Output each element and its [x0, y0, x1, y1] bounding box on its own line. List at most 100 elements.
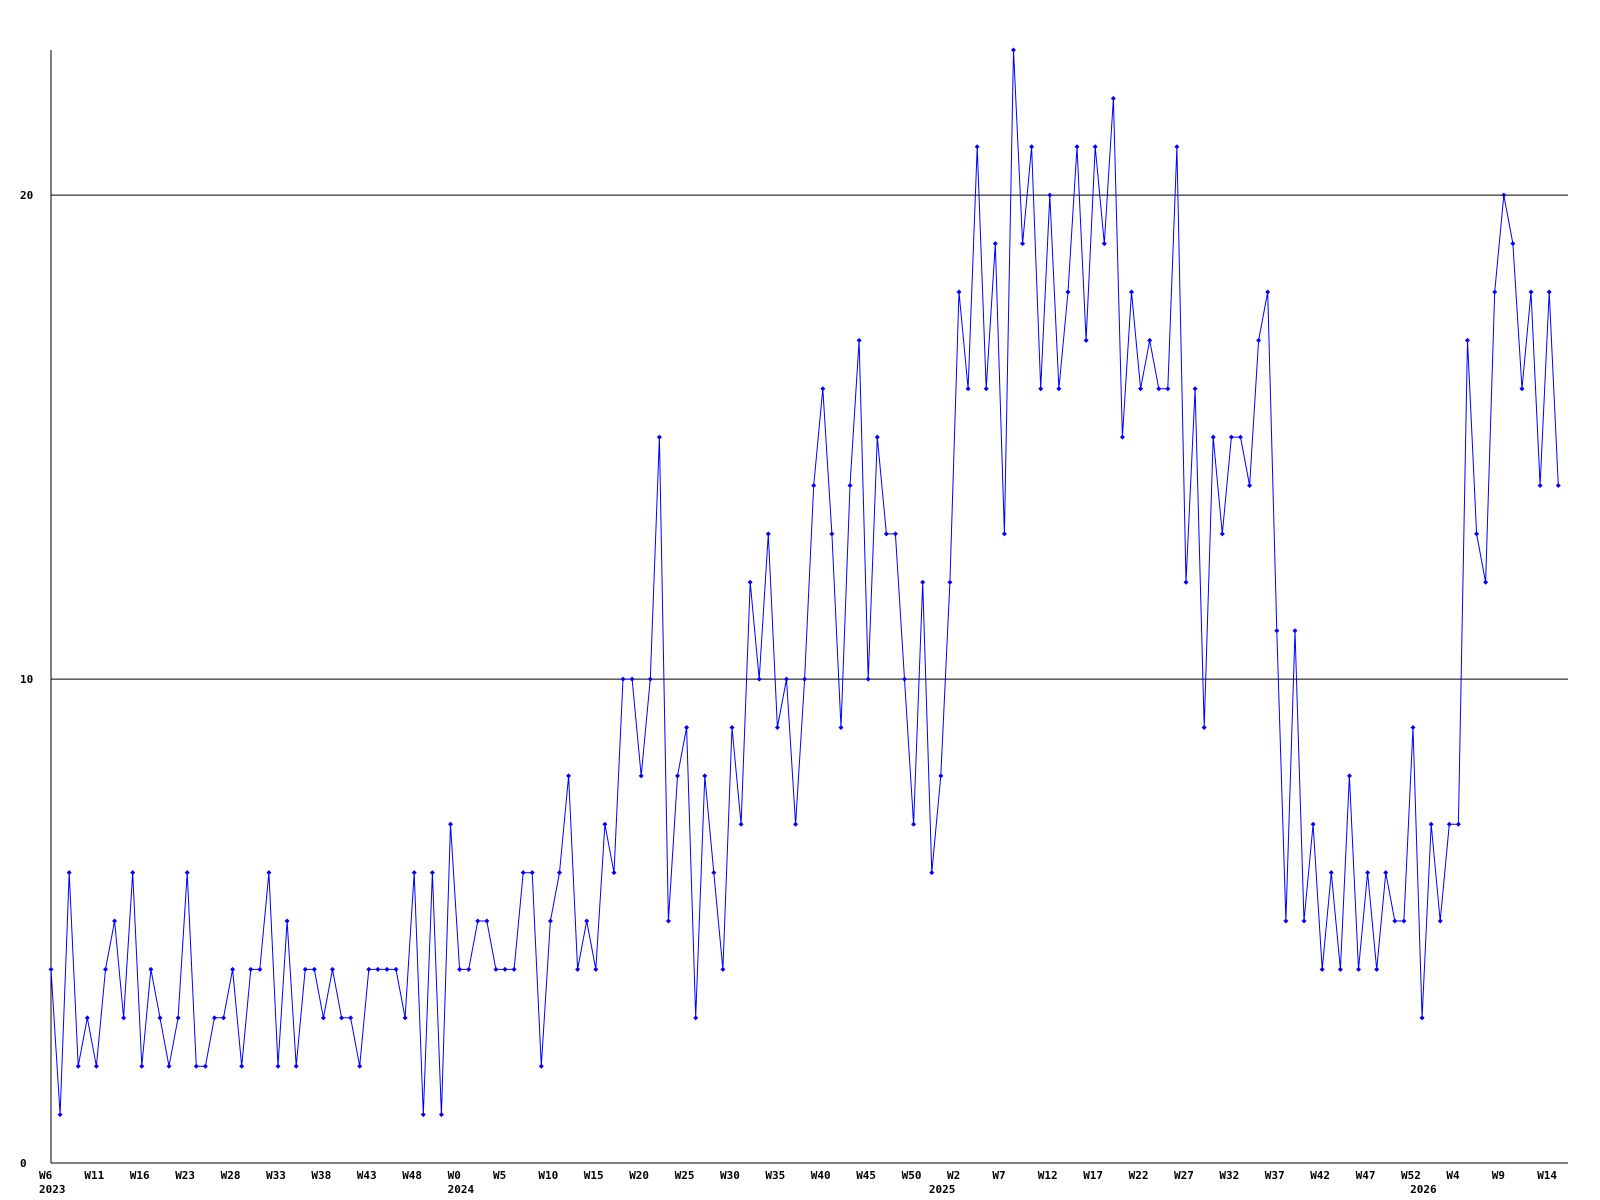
- data-point: [1192, 386, 1198, 392]
- data-point: [1555, 483, 1561, 489]
- data-point: [393, 966, 399, 972]
- x-tick-label: W16: [130, 1169, 150, 1182]
- data-point: [139, 1063, 145, 1069]
- data-point: [329, 966, 335, 972]
- data-point: [1210, 434, 1216, 440]
- data-point: [566, 773, 572, 779]
- data-point: [702, 773, 708, 779]
- data-point: [293, 1063, 299, 1069]
- data-point: [1129, 289, 1135, 295]
- data-point: [938, 773, 944, 779]
- data-point: [493, 966, 499, 972]
- data-point: [874, 434, 880, 440]
- data-point: [502, 966, 508, 972]
- data-point: [556, 870, 562, 876]
- data-point: [747, 579, 753, 585]
- data-point: [466, 966, 472, 972]
- data-point: [411, 870, 417, 876]
- data-point: [947, 579, 953, 585]
- data-point: [1537, 483, 1543, 489]
- x-tick-label: W42: [1310, 1169, 1330, 1182]
- x-tick-label: W27: [1174, 1169, 1194, 1182]
- data-point: [1501, 192, 1507, 198]
- data-point: [175, 1015, 181, 1021]
- data-point: [1083, 337, 1089, 343]
- data-point: [584, 918, 590, 924]
- data-point: [838, 724, 844, 730]
- data-point: [1138, 386, 1144, 392]
- data-point: [112, 918, 118, 924]
- data-point: [1274, 628, 1280, 634]
- data-point: [1337, 966, 1343, 972]
- data-point: [1237, 434, 1243, 440]
- x-tick-label: W40: [811, 1169, 831, 1182]
- x-tick-label: W14: [1537, 1169, 1557, 1182]
- year-label: 2026: [1410, 1183, 1437, 1196]
- x-tick-label: W10: [538, 1169, 558, 1182]
- data-point: [66, 870, 72, 876]
- data-point: [1047, 192, 1053, 198]
- data-point: [384, 966, 390, 972]
- data-point: [1283, 918, 1289, 924]
- data-point: [248, 966, 254, 972]
- data-point: [1147, 337, 1153, 343]
- data-point: [339, 1015, 345, 1021]
- data-point: [520, 870, 526, 876]
- data-point: [1010, 47, 1016, 53]
- data-point: [711, 870, 717, 876]
- data-point: [157, 1015, 163, 1021]
- data-point: [121, 1015, 127, 1021]
- data-point: [1101, 241, 1107, 247]
- data-point: [1374, 966, 1380, 972]
- x-tick-label: W32: [1219, 1169, 1239, 1182]
- x-tick-label: W12: [1038, 1169, 1058, 1182]
- data-point: [684, 724, 690, 730]
- data-point: [130, 870, 136, 876]
- data-point: [348, 1015, 354, 1021]
- data-point: [93, 1063, 99, 1069]
- data-point: [529, 870, 535, 876]
- data-point: [302, 966, 308, 972]
- year-label: 2024: [448, 1183, 475, 1196]
- data-point: [611, 870, 617, 876]
- data-point: [375, 966, 381, 972]
- x-tick-label: W7: [992, 1169, 1005, 1182]
- data-point: [429, 870, 435, 876]
- data-point: [847, 483, 853, 489]
- data-point: [1247, 483, 1253, 489]
- data-point: [547, 918, 553, 924]
- data-point: [1437, 918, 1443, 924]
- data-point: [1410, 724, 1416, 730]
- x-tick-label: W2: [947, 1169, 960, 1182]
- data-point: [475, 918, 481, 924]
- data-point: [1319, 966, 1325, 972]
- x-tick-label: W4: [1446, 1169, 1460, 1182]
- data-point: [865, 676, 871, 682]
- data-point: [1292, 628, 1298, 634]
- data-point: [1074, 144, 1080, 150]
- data-point: [802, 676, 808, 682]
- data-point: [793, 821, 799, 827]
- data-point: [1183, 579, 1189, 585]
- data-point: [1228, 434, 1234, 440]
- x-tick-label: W37: [1265, 1169, 1285, 1182]
- x-tick-label: W52: [1401, 1169, 1421, 1182]
- data-point: [1174, 144, 1180, 150]
- data-point: [920, 579, 926, 585]
- data-point: [84, 1015, 90, 1021]
- x-tick-label: W6: [39, 1169, 53, 1182]
- data-point: [1065, 289, 1071, 295]
- data-point: [1301, 918, 1307, 924]
- x-tick-label: W43: [357, 1169, 377, 1182]
- data-point: [311, 966, 317, 972]
- data-point: [883, 531, 889, 537]
- data-point: [1092, 144, 1098, 150]
- data-point: [856, 337, 862, 343]
- x-tick-label: W50: [902, 1169, 922, 1182]
- x-tick-label: W11: [84, 1169, 104, 1182]
- data-point: [720, 966, 726, 972]
- x-tick-label: W15: [584, 1169, 604, 1182]
- year-label: 2025: [929, 1183, 956, 1196]
- data-point: [1110, 95, 1116, 101]
